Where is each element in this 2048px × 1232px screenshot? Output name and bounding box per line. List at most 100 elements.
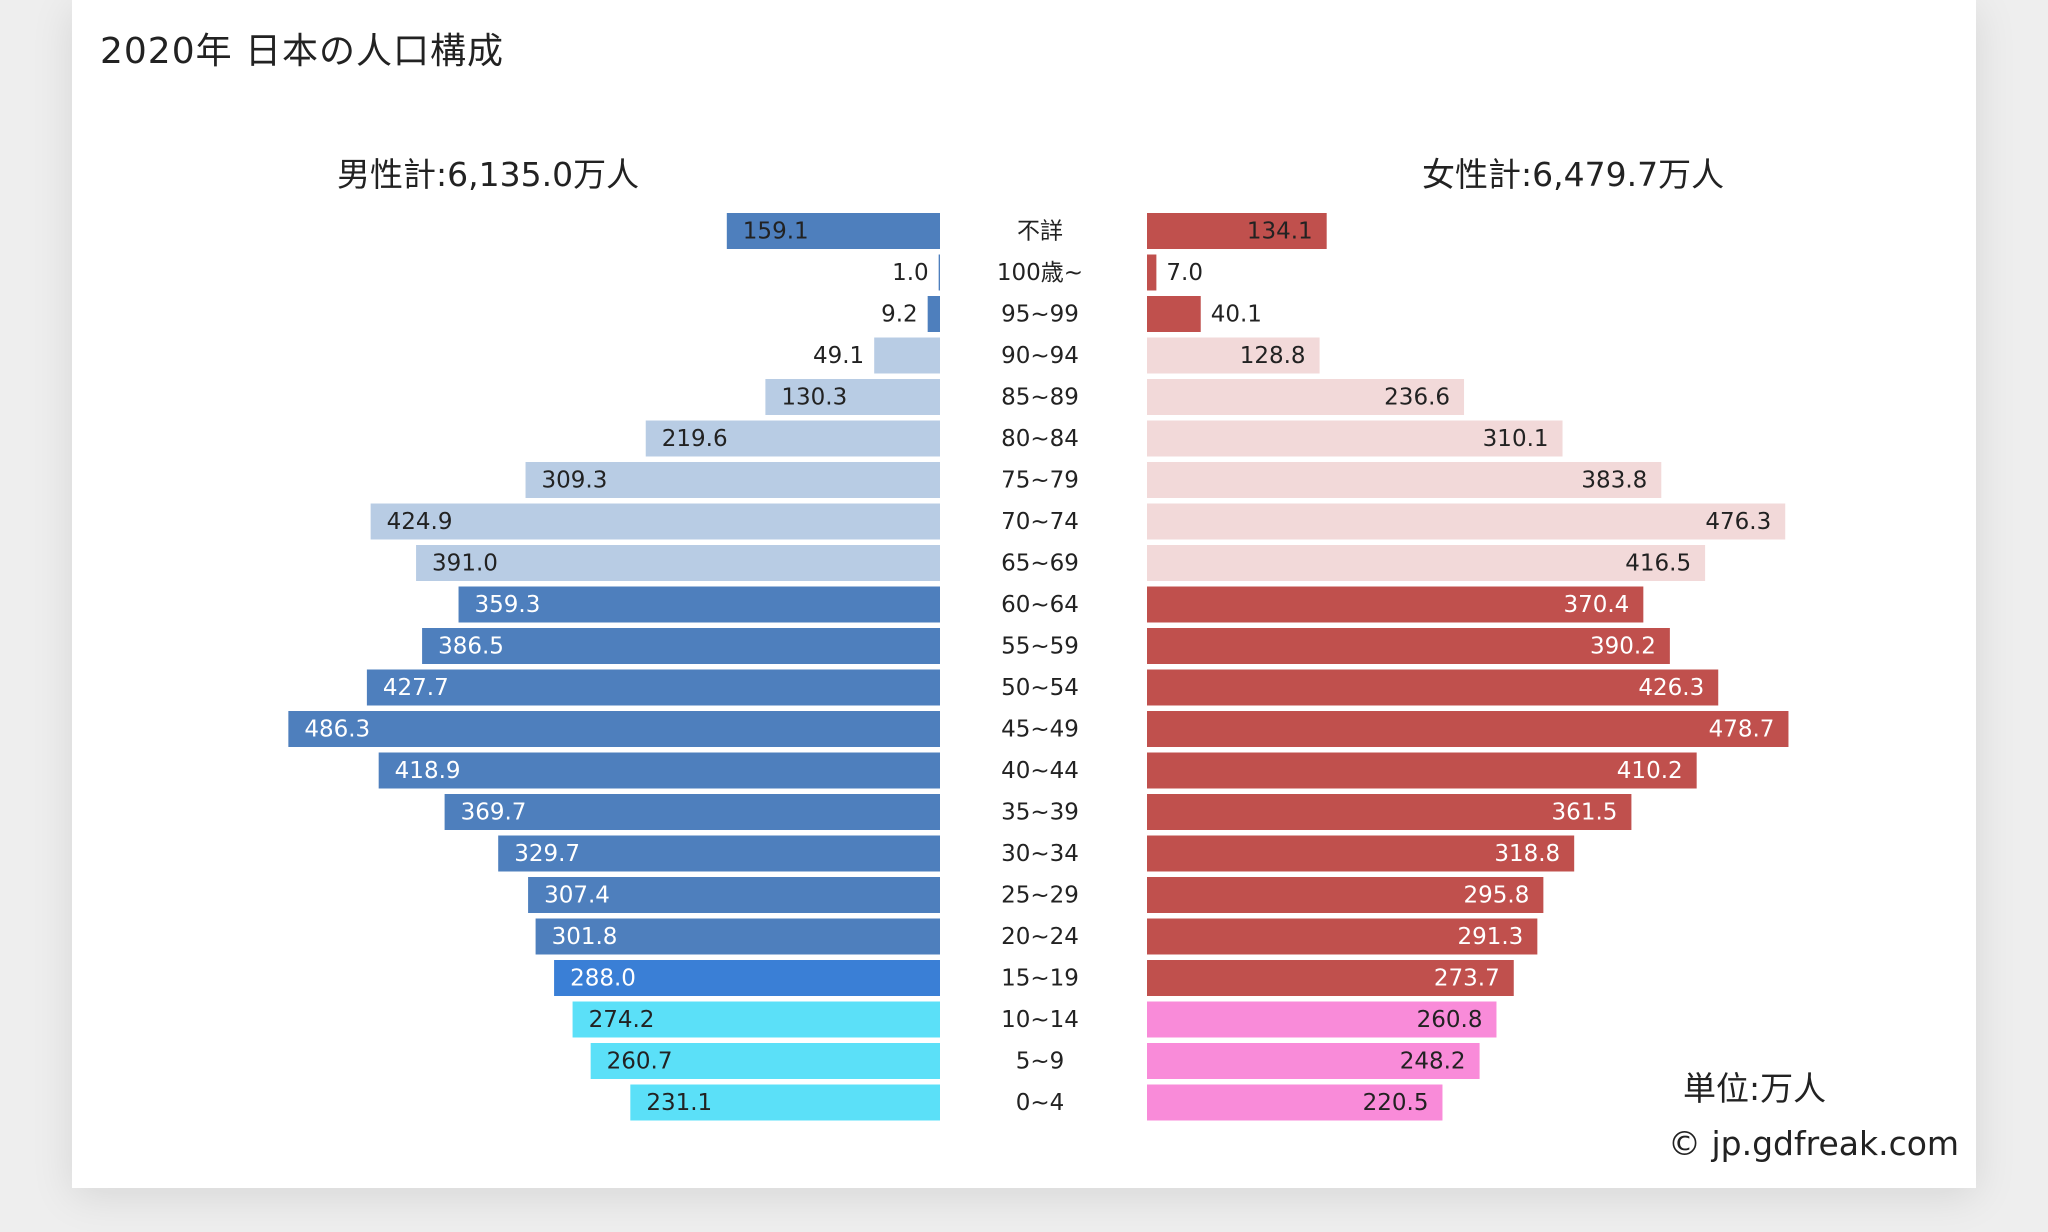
male-value-label: 359.3 xyxy=(475,592,541,618)
female-bar xyxy=(1147,1084,1443,1121)
male-bar xyxy=(572,1001,940,1038)
female-bar xyxy=(1147,420,1563,457)
chart-title: 2020年 日本の人口構成 xyxy=(100,31,505,72)
female-bar xyxy=(1147,462,1662,498)
male-value-label: 130.3 xyxy=(781,385,847,411)
female-value-label: 370.4 xyxy=(1563,592,1629,618)
male-value-label: 418.9 xyxy=(395,758,461,784)
age-group-label: 35~39 xyxy=(1001,800,1079,826)
female-value-label: 478.7 xyxy=(1709,717,1775,743)
male-bar xyxy=(927,296,940,332)
female-value-label: 134.1 xyxy=(1247,219,1313,245)
female-value-label: 416.5 xyxy=(1625,551,1691,577)
female-value-label: 236.6 xyxy=(1384,385,1450,411)
female-value-label: 291.3 xyxy=(1457,924,1523,950)
female-value-label: 128.8 xyxy=(1240,343,1306,369)
age-group-label: 0~4 xyxy=(1016,1090,1065,1116)
male-value-label: 309.3 xyxy=(542,468,608,494)
female-bar xyxy=(1147,296,1201,332)
age-group-label: 不詳 xyxy=(1017,219,1063,245)
female-bar xyxy=(1147,711,1789,747)
male-bar xyxy=(630,1084,940,1121)
male-bar xyxy=(378,752,940,789)
female-value-label: 410.2 xyxy=(1617,758,1683,784)
female-value-label: 310.1 xyxy=(1483,426,1549,452)
female-value-label: 273.7 xyxy=(1434,966,1500,992)
male-value-label: 260.7 xyxy=(607,1049,673,1075)
male-bar xyxy=(444,794,940,830)
female-bar xyxy=(1147,545,1706,581)
female-value-label: 361.5 xyxy=(1552,800,1618,826)
female-bar xyxy=(1147,379,1465,415)
female-bar xyxy=(1147,337,1320,374)
female-bar xyxy=(1147,503,1786,540)
female-bar xyxy=(1147,213,1327,249)
male-value-label: 307.4 xyxy=(544,883,610,909)
female-bar xyxy=(1147,835,1575,872)
male-bar xyxy=(416,545,940,581)
age-group-label: 10~14 xyxy=(1001,1007,1079,1033)
male-bar xyxy=(645,420,940,457)
female-value-label: 248.2 xyxy=(1400,1049,1466,1075)
female-bar xyxy=(1147,586,1644,623)
age-group-label: 100歳~ xyxy=(997,260,1083,286)
male-bar xyxy=(874,337,940,374)
male-bar xyxy=(590,1043,940,1079)
female-value-label: 476.3 xyxy=(1705,509,1771,535)
female-bar xyxy=(1147,1043,1480,1079)
male-bar xyxy=(535,918,940,955)
male-value-label: 424.9 xyxy=(387,509,453,535)
male-bar xyxy=(938,254,940,291)
male-bar xyxy=(726,213,940,249)
unit-label: 単位:万人 xyxy=(1683,1069,1827,1108)
source-credit: © jp.gdfreak.com xyxy=(1668,1124,1960,1163)
age-group-label: 5~9 xyxy=(1016,1049,1065,1075)
male-value-label: 288.0 xyxy=(570,966,636,992)
female-bar xyxy=(1147,752,1697,789)
age-group-label: 40~44 xyxy=(1001,758,1079,784)
age-group-label: 65~69 xyxy=(1001,551,1079,577)
male-bar xyxy=(765,379,940,415)
female-value-label: 220.5 xyxy=(1363,1090,1429,1116)
age-group-label: 95~99 xyxy=(1001,302,1079,328)
male-value-label: 391.0 xyxy=(432,551,498,577)
female-value-label: 318.8 xyxy=(1494,841,1560,867)
female-value-label: 295.8 xyxy=(1464,883,1530,909)
male-bar xyxy=(528,877,940,913)
chart-card xyxy=(72,0,1976,1188)
male-value-label: 159.1 xyxy=(743,219,809,245)
male-value-label: 386.5 xyxy=(438,634,504,660)
female-bar xyxy=(1147,960,1514,996)
age-group-label: 60~64 xyxy=(1001,592,1079,618)
age-group-label: 45~49 xyxy=(1001,717,1079,743)
male-value-label: 1.0 xyxy=(892,260,929,286)
female-bar xyxy=(1147,628,1670,664)
female-value-label: 260.8 xyxy=(1417,1007,1483,1033)
male-bar xyxy=(498,835,940,872)
male-value-label: 301.8 xyxy=(552,924,618,950)
age-group-label: 80~84 xyxy=(1001,426,1079,452)
age-group-label: 50~54 xyxy=(1001,675,1079,701)
male-value-label: 231.1 xyxy=(646,1090,712,1116)
age-group-label: 15~19 xyxy=(1001,966,1079,992)
female-bar xyxy=(1147,669,1719,706)
male-value-label: 49.1 xyxy=(813,343,864,369)
female-value-label: 7.0 xyxy=(1166,260,1203,286)
male-value-label: 329.7 xyxy=(514,841,580,867)
female-bar xyxy=(1147,1001,1497,1038)
age-group-label: 90~94 xyxy=(1001,343,1079,369)
age-group-label: 70~74 xyxy=(1001,509,1079,535)
male-value-label: 274.2 xyxy=(589,1007,655,1033)
female-bar xyxy=(1147,794,1632,830)
male-bar xyxy=(370,503,940,540)
male-value-label: 369.7 xyxy=(461,800,527,826)
female-bar xyxy=(1147,254,1157,291)
age-group-label: 25~29 xyxy=(1001,883,1079,909)
age-group-label: 30~34 xyxy=(1001,841,1079,867)
female-value-label: 426.3 xyxy=(1638,675,1704,701)
age-group-label: 55~59 xyxy=(1001,634,1079,660)
female-total-label: 女性計:6,479.7万人 xyxy=(1422,155,1725,194)
age-group-label: 20~24 xyxy=(1001,924,1079,950)
male-value-label: 219.6 xyxy=(662,426,728,452)
